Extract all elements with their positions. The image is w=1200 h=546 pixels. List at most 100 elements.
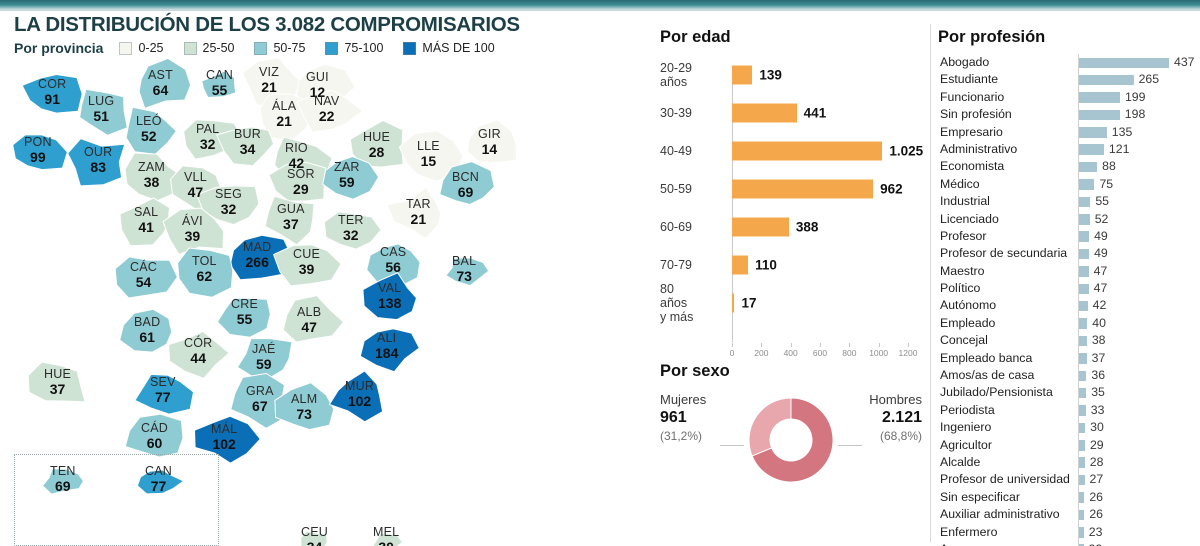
age-category-label: 30-39	[660, 106, 692, 120]
province-shape-zar	[322, 155, 380, 200]
sex-percent-hombres: (68,8%)	[879, 429, 922, 443]
profession-bar	[1079, 474, 1085, 486]
province-label-our: OUR 83	[84, 146, 112, 174]
profession-bar	[1079, 92, 1120, 103]
province-code: VAL	[378, 281, 402, 295]
province-label-ter: TER 32	[338, 214, 364, 242]
profession-value: 29	[1089, 437, 1104, 452]
province-code: ZAM	[138, 160, 165, 174]
province-shape-can	[136, 469, 185, 495]
province-value: 77	[155, 388, 171, 405]
province-value: 54	[135, 273, 152, 290]
profession-value: 23	[1088, 524, 1103, 539]
age-chart-plot: 20-29 años 139 30-39 441 40-49 1.025 50-59 962 60…	[660, 56, 923, 358]
profession-name: Enfermero	[940, 524, 998, 539]
province-shape-cor	[21, 73, 83, 114]
legend-label-4: MÁS DE 100	[422, 41, 495, 55]
province-code: BAL	[452, 254, 477, 268]
province-label-sor: SOR 29	[287, 168, 315, 196]
province-value: 15	[420, 152, 437, 169]
province-label-alm: ALM 73	[291, 393, 317, 421]
province-code: GIR	[478, 127, 501, 141]
province-value: 21	[261, 78, 277, 95]
province-code: ALI	[376, 331, 397, 345]
province-code: OUR	[84, 145, 113, 159]
province-label-tol: TOL 62	[192, 255, 217, 283]
province-shape-hue	[27, 361, 86, 403]
sex-chart-panel: Por sexo Mujeres 961 (31,2%) Hombres 2.1…	[660, 362, 922, 546]
sex-percent-mujeres: (31,2%)	[660, 429, 703, 443]
profession-bar	[1079, 422, 1086, 434]
province-code: TAR	[406, 197, 431, 211]
province-code: GUI	[306, 70, 329, 84]
province-value: 59	[339, 173, 355, 190]
province-shape-pon	[12, 134, 68, 171]
province-value: 29	[293, 180, 309, 197]
province-code: CAN	[206, 68, 233, 82]
age-tick-mark	[849, 343, 851, 347]
legend-item-1: 25-50	[183, 41, 234, 55]
profession-name: Estudiante	[940, 72, 999, 87]
profession-list: Abogado 437 Estudiante 265 Funcionario 199 Sin…	[938, 54, 1200, 546]
province-shape-can	[201, 70, 237, 99]
sex-leader-line-left	[720, 445, 744, 446]
province-value: 69	[55, 477, 71, 494]
province-code: PAL	[196, 122, 220, 136]
legend-item-3: 75-100	[325, 41, 383, 55]
province-shape-mál	[193, 415, 261, 464]
age-category-label: 70-79	[660, 258, 692, 272]
province-code: ÁLA	[272, 99, 297, 113]
profession-axis-line	[1078, 54, 1079, 546]
age-bar	[732, 65, 753, 85]
province-value: 64	[152, 81, 169, 98]
profession-value: 26	[1089, 507, 1104, 522]
profession-row: Profesor de secundaria 49	[938, 245, 1200, 262]
profession-bar	[1079, 370, 1087, 382]
legend-item-0: 0-25	[119, 41, 164, 55]
profession-bar	[1079, 179, 1095, 190]
province-label-cór: CÓR 44	[184, 337, 212, 365]
legend-swatch-4	[403, 41, 417, 55]
donut-slice-mujeres	[748, 397, 792, 457]
profession-value: 42	[1092, 298, 1107, 313]
province-code: ÁVI	[182, 214, 203, 228]
profession-value: 55	[1095, 194, 1109, 209]
map-legend: Por provincia 0-25 25-50 50-75 75-100 MÁ…	[14, 40, 515, 56]
profession-name: Profesor de universidad	[940, 472, 1070, 487]
profession-row: Agricultor 29	[938, 437, 1200, 454]
province-label-cád: CÁD 60	[141, 422, 168, 450]
province-shape-leó	[125, 106, 178, 155]
map-legend-title: Por provincia	[14, 40, 104, 56]
profession-row: Jubilado/Pensionista 35	[938, 384, 1200, 401]
province-label-bur: BUR 34	[234, 128, 261, 156]
province-value: 42	[288, 154, 305, 171]
province-shape-các	[114, 256, 178, 299]
province-code: SAL	[134, 205, 159, 219]
profession-row: Periodista 33	[938, 402, 1200, 419]
province-code: CAS	[380, 245, 407, 259]
province-shape-ten	[41, 468, 85, 495]
province-value: 32	[343, 226, 359, 243]
province-label-seg: SEG 32	[215, 188, 242, 216]
province-value: 102	[347, 392, 372, 409]
profession-name: Asesor	[940, 542, 978, 546]
province-shape-val	[362, 272, 418, 321]
top-accent-bar	[0, 0, 1200, 9]
province-code: GRA	[246, 384, 274, 398]
province-value: 62	[196, 267, 213, 284]
province-code: RIO	[285, 141, 308, 155]
profession-row: Ingeniero 30	[938, 419, 1200, 436]
province-code: BUR	[234, 127, 261, 141]
profession-name: Industrial	[940, 194, 990, 209]
province-value: 77	[150, 477, 167, 494]
age-tick-mark	[790, 343, 792, 347]
province-label-sal: SAL 41	[134, 206, 158, 234]
profession-row: Empresario 135	[938, 124, 1200, 141]
province-label-pon: PON 99	[24, 136, 52, 164]
province-value: 47	[301, 318, 317, 335]
profession-bar	[1079, 300, 1088, 312]
profession-name: Periodista	[940, 402, 995, 417]
province-label-cre: CRE 55	[231, 298, 258, 326]
profession-value: 199	[1124, 89, 1146, 104]
profession-row: Maestro 47	[938, 263, 1200, 280]
